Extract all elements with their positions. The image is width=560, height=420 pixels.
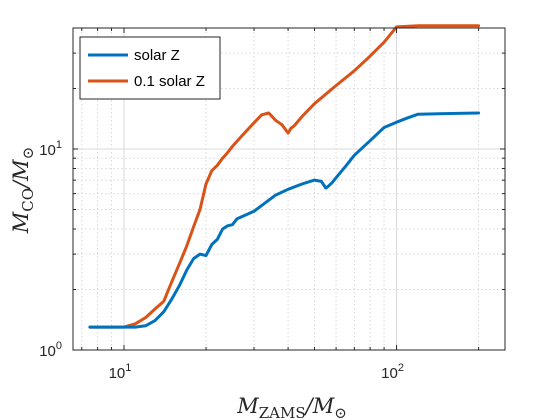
x-tick-label: 102	[381, 362, 404, 382]
legend-box	[79, 36, 221, 100]
axes-box	[72, 27, 506, 351]
series-line-low-z	[88, 24, 481, 329]
x-axis-label: MZAMS/M⊙	[236, 394, 347, 420]
legend-label-solar-z: solar Z	[134, 47, 180, 64]
y-axis-label: MCO/M⊙	[9, 147, 37, 234]
y-tick-label: 101	[39, 139, 62, 159]
tick-labels: 101 102 100 101	[39, 139, 404, 382]
y-tick-label: 100	[39, 340, 62, 360]
series-layer	[88, 24, 481, 329]
ticks	[73, 27, 505, 351]
legend: solar Z 0.1 solar Z	[79, 36, 221, 100]
series-line-solar-z	[88, 111, 481, 329]
legend-label-low-z: 0.1 solar Z	[134, 73, 205, 90]
x-tick-label: 101	[109, 362, 132, 382]
